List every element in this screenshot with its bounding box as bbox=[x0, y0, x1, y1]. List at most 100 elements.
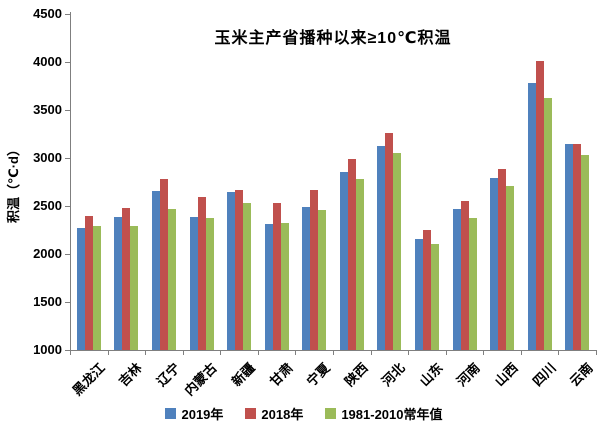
bar-1981-2010常年值 bbox=[280, 223, 289, 350]
legend-swatch bbox=[245, 408, 257, 419]
x-tick-mark bbox=[182, 350, 184, 355]
x-category-label: 四川 bbox=[529, 360, 559, 390]
x-category-label: 山东 bbox=[416, 360, 446, 390]
y-tick-mark bbox=[65, 158, 70, 159]
y-tick-mark bbox=[65, 110, 70, 111]
x-category-label: 宁夏 bbox=[303, 360, 333, 390]
bar-1981-2010常年值 bbox=[130, 226, 139, 350]
bar-2019年 bbox=[151, 190, 160, 350]
chart-title: 玉米主产省播种以来≥10℃积温 bbox=[214, 30, 452, 47]
bar-2019年 bbox=[189, 216, 198, 350]
bar-2018年 bbox=[535, 61, 544, 350]
y-tick-label: 4000 bbox=[33, 54, 62, 69]
y-tick-mark bbox=[65, 350, 70, 351]
bar-2019年 bbox=[490, 178, 499, 350]
chart-legend: 2019年 2018年 1981-2010常年值 bbox=[0, 404, 608, 423]
legend-item: 2019年 bbox=[165, 404, 223, 423]
bar-1981-2010常年值 bbox=[355, 179, 364, 350]
bar-2018年 bbox=[197, 197, 206, 350]
y-tick-label: 2500 bbox=[33, 198, 62, 213]
x-category-label: 黑龙江 bbox=[69, 360, 108, 399]
x-tick-mark bbox=[445, 350, 447, 355]
legend-label: 2018年 bbox=[261, 407, 304, 422]
x-tick-mark bbox=[408, 350, 410, 355]
bar-1981-2010常年值 bbox=[430, 244, 439, 350]
legend-swatch bbox=[325, 408, 337, 419]
x-tick-mark bbox=[483, 350, 485, 355]
x-tick-mark bbox=[107, 350, 109, 355]
bar-2018年 bbox=[347, 158, 356, 350]
y-tick-mark bbox=[65, 302, 70, 303]
bar-2018年 bbox=[235, 189, 244, 350]
bar-2018年 bbox=[272, 203, 281, 350]
bar-1981-2010常年值 bbox=[243, 203, 252, 350]
x-tick-mark bbox=[520, 350, 522, 355]
x-tick-mark bbox=[145, 350, 147, 355]
bar-2018年 bbox=[573, 143, 582, 350]
bar-2018年 bbox=[385, 133, 394, 350]
x-category-label: 云南 bbox=[566, 360, 596, 390]
bar-2018年 bbox=[159, 179, 168, 350]
bar-1981-2010常年值 bbox=[581, 155, 590, 350]
x-category-label: 内蒙古 bbox=[182, 360, 221, 399]
x-tick-mark bbox=[70, 350, 71, 355]
bar-1981-2010常年值 bbox=[506, 185, 515, 350]
bar-2019年 bbox=[452, 208, 461, 350]
x-axis-line bbox=[66, 350, 596, 351]
x-category-label: 吉林 bbox=[116, 360, 146, 390]
x-category-label: 河北 bbox=[379, 360, 409, 390]
legend-label: 2019年 bbox=[181, 407, 224, 422]
bar-2019年 bbox=[339, 172, 348, 350]
y-tick-label: 3000 bbox=[33, 150, 62, 165]
x-tick-mark bbox=[295, 350, 297, 355]
bar-1981-2010常年值 bbox=[318, 209, 327, 350]
bar-2019年 bbox=[264, 224, 273, 350]
x-tick-mark bbox=[257, 350, 259, 355]
y-tick-label: 2000 bbox=[33, 246, 62, 261]
bar-2019年 bbox=[414, 238, 423, 350]
x-tick-mark bbox=[596, 350, 597, 355]
y-tick-label: 3500 bbox=[33, 102, 62, 117]
x-category-label: 山西 bbox=[491, 360, 521, 390]
legend-item: 1981-2010常年值 bbox=[325, 404, 443, 423]
bar-2018年 bbox=[422, 230, 431, 350]
bar-2019年 bbox=[114, 216, 123, 350]
bar-1981-2010常年值 bbox=[543, 98, 552, 350]
legend-item: 2018年 bbox=[245, 404, 303, 423]
legend-label: 1981-2010常年值 bbox=[341, 407, 443, 422]
bar-2018年 bbox=[460, 201, 469, 350]
y-tick-mark bbox=[65, 62, 70, 63]
bar-1981-2010常年值 bbox=[205, 217, 214, 350]
bar-1981-2010常年值 bbox=[92, 226, 101, 350]
x-tick-mark bbox=[220, 350, 222, 355]
bar-2018年 bbox=[84, 215, 93, 350]
y-tick-mark bbox=[65, 206, 70, 207]
bar-1981-2010常年值 bbox=[167, 208, 176, 350]
bar-2019年 bbox=[302, 206, 311, 350]
legend-swatch bbox=[165, 408, 177, 419]
y-tick-label: 1000 bbox=[33, 342, 62, 357]
x-category-label: 河南 bbox=[454, 360, 484, 390]
bar-2019年 bbox=[565, 143, 574, 350]
y-tick-label: 1500 bbox=[33, 294, 62, 309]
bar-2019年 bbox=[527, 83, 536, 350]
x-category-label: 陕西 bbox=[341, 360, 371, 390]
x-tick-mark bbox=[333, 350, 334, 355]
bar-2019年 bbox=[227, 191, 236, 350]
bar-2018年 bbox=[310, 189, 319, 350]
y-tick-mark bbox=[65, 14, 70, 15]
x-category-label: 新疆 bbox=[228, 360, 258, 390]
bar-2018年 bbox=[122, 207, 131, 350]
bar-2019年 bbox=[76, 228, 85, 350]
bar-1981-2010常年值 bbox=[393, 153, 402, 350]
bar-2018年 bbox=[498, 168, 507, 350]
y-tick-mark bbox=[65, 254, 70, 255]
x-tick-mark bbox=[558, 350, 560, 355]
x-tick-mark bbox=[370, 350, 372, 355]
y-tick-label: 4500 bbox=[33, 6, 62, 21]
x-category-label: 甘肃 bbox=[266, 360, 296, 390]
y-axis-line bbox=[70, 12, 71, 351]
bar-2019年 bbox=[377, 145, 386, 350]
bar-1981-2010常年值 bbox=[468, 217, 477, 350]
